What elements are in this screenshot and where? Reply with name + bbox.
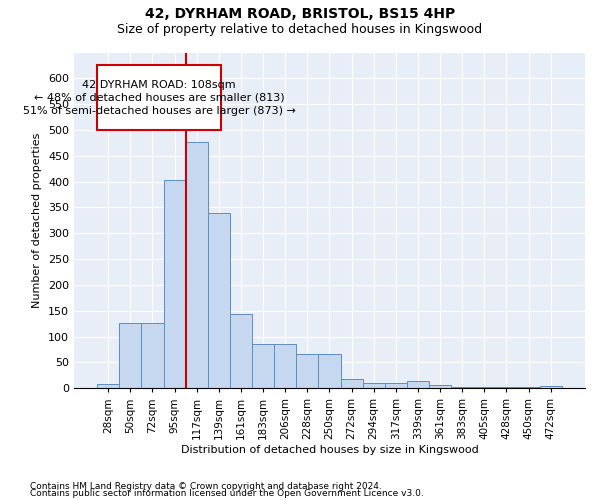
Bar — [185, 142, 208, 388]
Bar — [230, 314, 252, 388]
Bar — [407, 380, 429, 388]
Bar — [252, 344, 274, 389]
Bar — [319, 354, 341, 388]
Bar — [429, 385, 451, 388]
Bar — [362, 382, 385, 388]
FancyBboxPatch shape — [97, 66, 221, 130]
Bar — [451, 386, 473, 388]
Bar — [385, 382, 407, 388]
Text: 42 DYRHAM ROAD: 108sqm
← 48% of detached houses are smaller (813)
51% of semi-de: 42 DYRHAM ROAD: 108sqm ← 48% of detached… — [23, 80, 296, 116]
X-axis label: Distribution of detached houses by size in Kingswood: Distribution of detached houses by size … — [181, 445, 478, 455]
Text: Contains HM Land Registry data © Crown copyright and database right 2024.: Contains HM Land Registry data © Crown c… — [30, 482, 382, 491]
Text: Contains public sector information licensed under the Open Government Licence v3: Contains public sector information licen… — [30, 490, 424, 498]
Bar — [539, 386, 562, 388]
Bar — [142, 322, 164, 388]
Y-axis label: Number of detached properties: Number of detached properties — [32, 132, 43, 308]
Bar — [274, 344, 296, 389]
Bar — [341, 379, 362, 388]
Bar — [119, 322, 142, 388]
Bar — [97, 384, 119, 388]
Text: 42, DYRHAM ROAD, BRISTOL, BS15 4HP: 42, DYRHAM ROAD, BRISTOL, BS15 4HP — [145, 8, 455, 22]
Bar — [296, 354, 319, 388]
Bar — [208, 212, 230, 388]
Text: Size of property relative to detached houses in Kingswood: Size of property relative to detached ho… — [118, 22, 482, 36]
Bar — [164, 180, 185, 388]
